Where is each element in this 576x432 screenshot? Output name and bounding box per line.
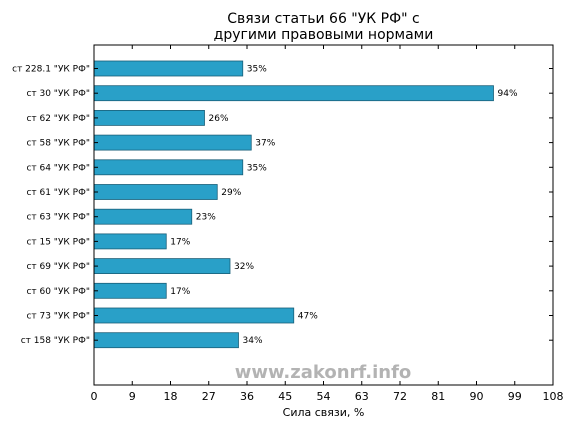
bar [93,282,167,299]
category-label: ст 158 "УК РФ" [21,336,90,346]
data-label: 47% [298,312,318,322]
data-label: 23% [196,213,216,223]
x-tick-label: 27 [202,390,216,403]
data-label: 35% [247,163,267,173]
x-tick-label: 18 [164,390,178,403]
category-label: ст 73 "УК РФ" [26,312,90,322]
x-tick-label: 90 [470,390,484,403]
data-label: 37% [255,139,275,149]
data-label: 34% [243,336,263,346]
x-tick-label: 72 [393,390,407,403]
chart-title-line: другими правовыми нормами [214,27,434,43]
category-label: ст 30 "УК РФ" [26,89,90,99]
x-tick-label: 81 [431,390,445,403]
category-label: ст 61 "УК РФ" [26,188,90,198]
x-tick-label: 99 [508,390,522,403]
chart-title-line: Связи статьи 66 "УК РФ" с [227,11,420,27]
plot-frame [93,44,554,386]
x-axis-label: Сила связи, % [283,406,365,419]
watermark: www.zakonrf.info [235,362,412,383]
data-label: 32% [234,262,254,272]
data-label: 26% [209,114,229,124]
category-labels: ст 228.1 "УК РФ" ст 30 "УК РФ" ст 62 "УК Р… [12,65,553,346]
bar [93,307,295,324]
category-label: ст 60 "УК РФ" [26,287,90,297]
bar [93,60,244,77]
category-label: ст 69 "УК РФ" [26,262,90,272]
bar [93,208,193,225]
data-label: 17% [170,287,190,297]
data-label: 94% [498,89,518,99]
x-tick-label: 54 [317,390,331,403]
category-label: ст 58 "УК РФ" [26,139,90,149]
bar [93,110,205,126]
category-label: ст 228.1 "УК РФ" [12,65,90,75]
category-label: ст 15 "УК РФ" [26,237,90,247]
bar [93,184,218,200]
category-label: ст 64 "УК РФ" [26,163,90,173]
x-tick-label: 63 [355,390,369,403]
bar [93,134,252,151]
x-tick-label: 108 [543,390,564,403]
bar [93,258,231,275]
bar [93,332,239,349]
x-tick-label: 45 [278,390,292,403]
x-tick-label: 9 [129,390,136,403]
bar [93,233,167,250]
bar [93,159,244,176]
category-label: ст 62 "УК РФ" [26,114,90,124]
x-tick-label: 0 [91,390,98,403]
bar [93,85,494,102]
data-label: 35% [247,65,267,75]
data-labels: 35% 94% 26% 37% 35% 29% 23% 17% 32% 17% 47% 34% [170,65,518,347]
category-label: ст 63 "УК РФ" [26,213,90,223]
x-axis-ticks: 0 9 18 27 36 45 54 63 72 81 90 99 108 [91,45,564,403]
bars-group [93,60,494,349]
data-label: 29% [221,188,241,198]
x-tick-label: 36 [240,390,254,403]
data-label: 17% [170,237,190,247]
